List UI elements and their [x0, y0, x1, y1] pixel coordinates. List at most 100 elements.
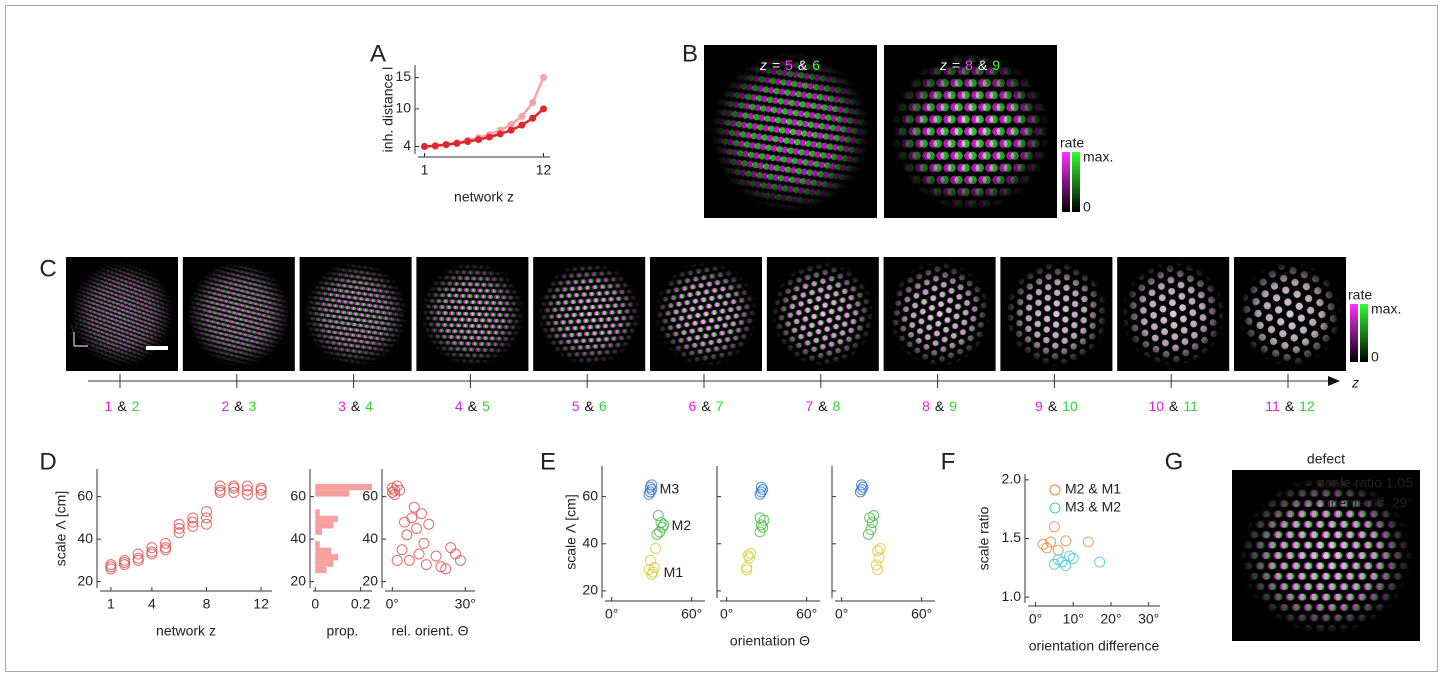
point	[1060, 559, 1072, 571]
point	[453, 139, 461, 147]
x-axis-title: prop.	[327, 623, 359, 639]
point	[872, 564, 884, 576]
y-tick-label: 4	[403, 137, 411, 153]
second-network: 5	[482, 398, 490, 414]
pair-label: 3 & 4	[338, 398, 373, 414]
z-symbol: z	[939, 57, 947, 73]
arrow-head	[1328, 376, 1340, 386]
point	[865, 524, 877, 536]
point	[757, 484, 769, 496]
line	[424, 77, 545, 148]
z-axis-label: z	[1351, 375, 1359, 391]
point	[648, 561, 660, 573]
first-network: 11	[1265, 398, 1280, 414]
point	[529, 99, 537, 107]
point	[418, 537, 430, 549]
ampersand: &	[818, 398, 828, 414]
point	[105, 563, 117, 575]
point	[741, 564, 753, 576]
panel-label: C	[39, 255, 56, 282]
x-tick-label: 0°	[386, 596, 399, 612]
point	[401, 529, 413, 541]
colorbar-title: rate	[1060, 135, 1084, 151]
point	[518, 112, 526, 120]
ampersand: &	[701, 398, 711, 414]
point	[391, 554, 403, 566]
ampersand: &	[1169, 398, 1179, 414]
y-tick-label: 1.0	[1002, 588, 1022, 604]
x-tick-label: 4	[148, 596, 156, 612]
point	[119, 559, 131, 571]
second-network: 7	[716, 398, 724, 414]
point	[408, 501, 420, 513]
point	[255, 484, 267, 496]
point	[507, 126, 515, 134]
y-axis-title: scale Λ [cm]	[563, 494, 579, 569]
point	[1048, 521, 1060, 533]
frame	[5, 5, 1438, 672]
point	[741, 561, 753, 573]
point	[214, 484, 226, 496]
point	[200, 518, 212, 530]
point	[255, 489, 267, 500]
pair-label: 6 & 7	[689, 398, 724, 414]
lattice	[1117, 257, 1230, 371]
bar	[315, 528, 323, 535]
point	[1056, 556, 1068, 568]
colorbar-min: 0	[1083, 199, 1091, 215]
point	[870, 559, 882, 571]
point	[241, 489, 253, 500]
point	[146, 546, 158, 558]
bar	[315, 541, 320, 548]
second-network: 2	[132, 398, 140, 414]
y-axis-title: scale ratio	[976, 506, 992, 570]
point	[868, 510, 880, 521]
point	[857, 481, 869, 493]
second-network: 6	[812, 57, 820, 73]
second-network: 10	[1062, 398, 1078, 414]
point	[650, 543, 662, 554]
bar	[315, 509, 320, 516]
point	[105, 559, 117, 571]
point	[485, 133, 493, 141]
x-tick-label: 0°	[605, 606, 618, 622]
y-tick-label: 60	[582, 487, 598, 503]
point	[644, 486, 656, 498]
colorbar-green	[1360, 304, 1368, 362]
point	[445, 542, 457, 554]
point	[856, 484, 868, 496]
point	[1060, 535, 1072, 547]
second-network: 11	[1183, 398, 1198, 414]
point	[874, 543, 886, 554]
ampersand: &	[468, 398, 478, 414]
x-axis-title: orientation Θ	[730, 633, 810, 649]
x-tick-label: 0°	[835, 606, 848, 622]
x-tick-label: 30°	[455, 596, 476, 612]
point	[1037, 538, 1049, 550]
lattice	[1234, 257, 1346, 371]
point	[755, 481, 767, 493]
pair-label: z = 5 & 6	[759, 57, 820, 73]
x-tick-label: 20°	[1100, 611, 1121, 627]
x-tick-label: 1	[421, 162, 429, 178]
point	[658, 519, 670, 531]
point	[431, 142, 439, 150]
point	[228, 480, 240, 492]
first-network: 10	[1148, 398, 1164, 414]
pair-label: 2 & 3	[221, 398, 256, 414]
panel-label: E	[540, 448, 556, 475]
ampersand: &	[798, 57, 808, 73]
scale-bar	[146, 346, 168, 350]
second-network: 3	[248, 398, 256, 414]
point	[654, 526, 666, 538]
ampersand: &	[1048, 398, 1058, 414]
point	[1045, 536, 1057, 548]
point	[529, 114, 537, 122]
point	[403, 554, 415, 566]
point	[745, 547, 757, 559]
point	[435, 561, 447, 573]
y-tick-label: 60	[77, 487, 93, 503]
point	[646, 479, 658, 491]
point	[214, 480, 226, 492]
y-tick-label: 1.5	[1002, 529, 1022, 545]
